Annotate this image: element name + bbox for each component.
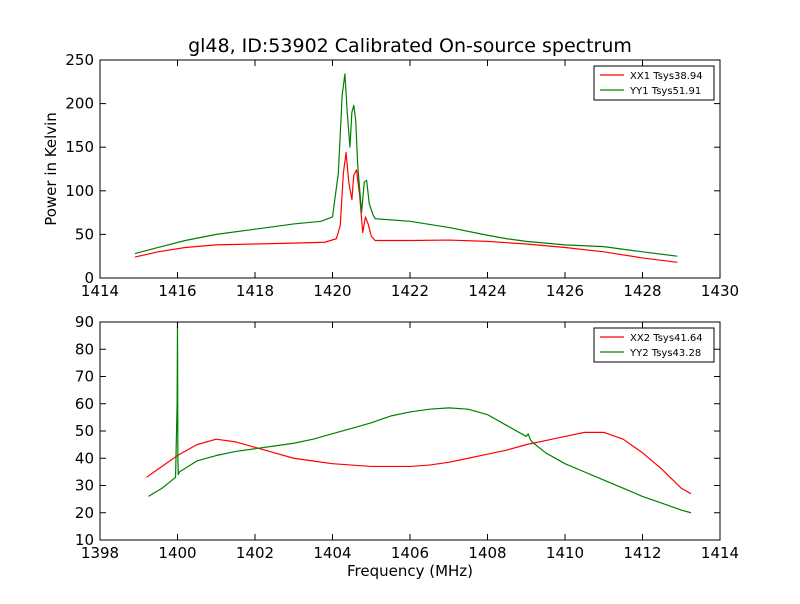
series-line-2 — [148, 322, 692, 514]
x-tick-label: 1418 — [236, 282, 274, 300]
y-axis-label: Power in Kelvin — [42, 112, 60, 226]
x-tick-label: 1416 — [158, 282, 196, 300]
x-tick-label: 1422 — [391, 282, 429, 300]
x-tick-label: 1424 — [468, 282, 506, 300]
legend-label-1: XX1 Tsys38.94 — [630, 71, 703, 82]
x-tick-label: 1420 — [313, 282, 351, 300]
y-tick-label: 200 — [65, 95, 94, 113]
y-tick-label: 0 — [84, 269, 94, 287]
y-tick-label: 50 — [75, 225, 94, 243]
chart-panel-2: 1398 1400 1402 1404 1406 1408 1410 1412 1414 10 20… — [75, 313, 739, 580]
legend-box — [593, 327, 715, 363]
legend-label-2: YY1 Tsys51.91 — [629, 86, 701, 97]
y-tick-label: 250 — [65, 51, 94, 69]
y-tick-label: 50 — [75, 422, 94, 440]
y-tick-label: 100 — [65, 182, 94, 200]
x-tick-label: 1430 — [701, 282, 739, 300]
y-tick-label: 60 — [75, 395, 94, 413]
series-line-1 — [134, 151, 678, 263]
x-tick-label: 1414 — [81, 282, 119, 300]
x-tick-label: 1404 — [313, 544, 351, 562]
x-tick-label: 1414 — [701, 544, 739, 562]
y-tick-label: 10 — [75, 531, 94, 549]
legend: XX2 Tsys41.64 YY2 Tsys43.28 — [593, 327, 715, 363]
x-tick-label: 1428 — [623, 282, 661, 300]
y-tick-label: 90 — [75, 313, 94, 331]
x-tick-label: 1398 — [81, 544, 119, 562]
series-line-1 — [146, 431, 692, 495]
x-tick-label: 1406 — [391, 544, 429, 562]
y-tick-label: 20 — [75, 504, 94, 522]
x-tick-label: 1426 — [546, 282, 584, 300]
x-tick-label: 1410 — [546, 544, 584, 562]
chart-title: gl48, ID:53902 Calibrated On-source spec… — [188, 35, 632, 57]
x-tick-label: 1400 — [158, 544, 196, 562]
legend: XX1 Tsys38.94 YY1 Tsys51.91 — [593, 65, 715, 101]
x-tick-label: 1412 — [623, 544, 661, 562]
legend-label-1: XX2 Tsys41.64 — [630, 333, 703, 344]
y-tick-label: 30 — [75, 477, 94, 495]
y-tick-label: 70 — [75, 368, 94, 386]
series-line-2 — [134, 73, 678, 257]
legend-label-2: YY2 Tsys43.28 — [629, 348, 701, 359]
y-tick-label: 40 — [75, 449, 94, 467]
x-tick-label: 1402 — [236, 544, 274, 562]
x-tick-label: 1408 — [468, 544, 506, 562]
legend-box — [593, 65, 715, 101]
chart-panel-1: 1414 1416 1418 1420 1422 1424 1426 1428 1430 0 50 1… — [42, 35, 739, 300]
y-tick-label: 80 — [75, 340, 94, 358]
x-axis-label: Frequency (MHz) — [347, 562, 473, 580]
y-tick-label: 150 — [65, 138, 94, 156]
